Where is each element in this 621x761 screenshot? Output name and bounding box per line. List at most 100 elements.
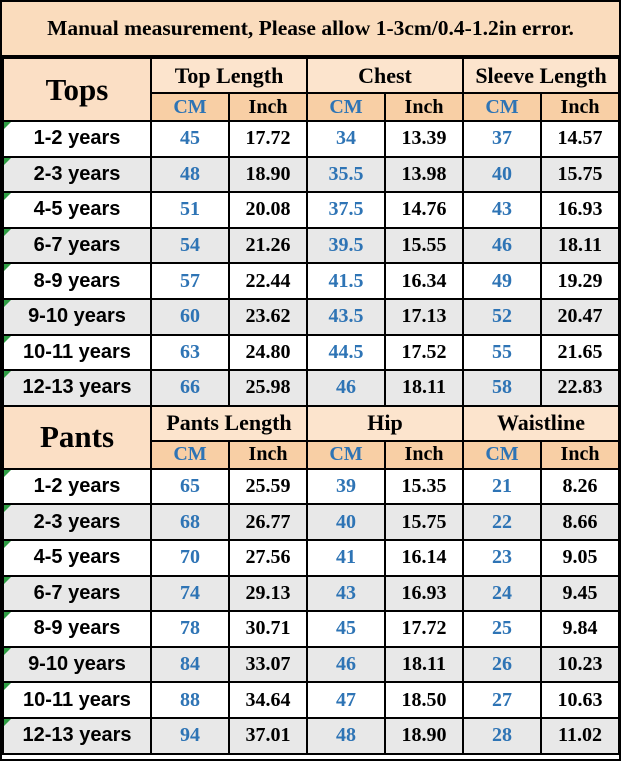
banner-note: Manual measurement, Please allow 1-3cm/0… <box>2 2 619 57</box>
inch-value-cell: 25.98 <box>228 369 308 407</box>
cell-corner-marker-icon <box>5 265 11 272</box>
cell-corner-marker-icon <box>5 372 11 379</box>
cell-corner-marker-icon <box>5 719 11 726</box>
inch-value-cell: 13.98 <box>384 155 464 194</box>
cm-value-cell: 52 <box>462 297 542 336</box>
inch-value-cell: 16.34 <box>384 262 464 300</box>
age-cell: 4-5 years <box>2 538 152 577</box>
cm-value-cell: 65 <box>150 467 230 506</box>
age-cell: 8-9 years <box>2 610 152 648</box>
inch-value-cell: 16.14 <box>384 538 464 577</box>
inch-value-cell: 19.29 <box>539 262 621 300</box>
inch-value-cell: 14.76 <box>384 191 464 229</box>
cm-value-cell: 58 <box>462 369 542 407</box>
unit-header-cell-inch: Inch <box>384 439 464 470</box>
table-row: 4-5 years 51 20.08 37.5 14.76 43 16.93 <box>2 191 621 229</box>
cell-corner-marker-icon <box>5 684 11 691</box>
table-row: 6-7 years 54 21.26 39.5 15.55 46 18.11 <box>2 226 621 265</box>
inch-value-cell: 16.93 <box>539 191 621 229</box>
unit-header-cell-cm: CM <box>306 439 386 470</box>
table-row: 2-3 years 48 18.90 35.5 13.98 40 15.75 <box>2 155 621 194</box>
inch-value-cell: 13.39 <box>384 120 464 158</box>
inch-value-cell: 27.56 <box>228 538 308 577</box>
cell-corner-marker-icon <box>5 122 11 129</box>
inch-value-cell: 14.57 <box>539 120 621 158</box>
cm-value-cell: 46 <box>306 369 386 407</box>
cm-value-cell: 39 <box>306 467 386 506</box>
inch-value-cell: 11.02 <box>539 716 621 755</box>
cm-value-cell: 43 <box>462 191 542 229</box>
size-table-body: Tops Top Length Chest Sleeve Length CM Inch CM… <box>2 57 621 755</box>
inch-value-cell: 17.72 <box>384 610 464 648</box>
cm-value-cell: 43 <box>306 574 386 613</box>
cm-value-cell: 84 <box>150 645 230 684</box>
inch-value-cell: 10.63 <box>539 681 621 719</box>
cm-value-cell: 39.5 <box>306 226 386 265</box>
unit-header-cell-cm: CM <box>462 439 542 470</box>
unit-header-cell-inch: Inch <box>384 92 464 122</box>
section-header-row: Tops Top Length Chest Sleeve Length <box>2 57 621 122</box>
age-label: 12-13 years <box>22 724 132 747</box>
inch-value-cell: 18.11 <box>384 369 464 407</box>
inch-value-cell: 17.72 <box>228 120 308 158</box>
table-row: 8-9 years 57 22.44 41.5 16.34 49 19.29 <box>2 262 621 300</box>
cm-value-cell: 46 <box>306 645 386 684</box>
age-label: 6-7 years <box>33 234 121 257</box>
cm-value-cell: 28 <box>462 716 542 755</box>
age-label: 1-2 years <box>33 475 121 498</box>
inch-value-cell: 15.35 <box>384 467 464 506</box>
table-row: 4-5 years 70 27.56 41 16.14 23 9.05 <box>2 538 621 577</box>
cm-value-cell: 45 <box>150 120 230 158</box>
age-label: 2-3 years <box>33 162 121 185</box>
unit-header-row: CM Inch CM Inch CM Inch <box>3 92 621 122</box>
section-header-row: Pants Pants Length Hip Waistline <box>2 404 621 470</box>
cell-corner-marker-icon <box>5 506 11 513</box>
group-header-cell: Waistline <box>461 404 621 442</box>
age-label: 2-3 years <box>33 510 121 533</box>
cell-corner-marker-icon <box>5 648 11 655</box>
cm-value-cell: 40 <box>306 503 386 541</box>
inch-value-cell: 21.65 <box>539 333 621 372</box>
age-cell: 1-2 years <box>2 467 152 506</box>
cm-value-cell: 48 <box>306 716 386 755</box>
age-cell: 12-13 years <box>2 369 152 407</box>
inch-value-cell: 18.90 <box>384 716 464 755</box>
age-label: 9-10 years <box>28 653 126 676</box>
inch-value-cell: 20.08 <box>228 191 308 229</box>
cm-value-cell: 22 <box>462 503 542 541</box>
inch-value-cell: 9.05 <box>539 538 621 577</box>
age-label: 4-5 years <box>33 198 121 221</box>
age-label: 6-7 years <box>33 581 121 604</box>
unit-header-cell-cm: CM <box>306 92 386 122</box>
inch-value-cell: 15.75 <box>384 503 464 541</box>
cm-value-cell: 25 <box>462 610 542 648</box>
inch-value-cell: 37.01 <box>228 716 308 755</box>
cm-value-cell: 45 <box>306 610 386 648</box>
cm-value-cell: 63 <box>150 333 230 372</box>
cm-value-cell: 88 <box>150 681 230 719</box>
unit-header-cell-cm: CM <box>150 439 230 470</box>
age-label: 4-5 years <box>33 546 121 569</box>
inch-value-cell: 18.11 <box>384 645 464 684</box>
age-cell: 4-5 years <box>2 191 152 229</box>
cell-corner-marker-icon <box>5 300 11 307</box>
group-header-cell: Pants Length <box>150 404 308 442</box>
age-cell: 6-7 years <box>2 574 152 613</box>
inch-value-cell: 9.84 <box>539 610 621 648</box>
group-header-cell: Chest <box>306 57 464 94</box>
inch-value-cell: 30.71 <box>228 610 308 648</box>
table-row: 9-10 years 84 33.07 46 18.11 26 10.23 <box>2 645 621 684</box>
inch-value-cell: 15.55 <box>384 226 464 265</box>
cell-corner-marker-icon <box>5 541 11 548</box>
size-table: Tops Top Length Chest Sleeve Length CM Inch CM… <box>2 57 621 755</box>
cm-value-cell: 23 <box>462 538 542 577</box>
cm-value-cell: 66 <box>150 369 230 407</box>
inch-value-cell: 8.66 <box>539 503 621 541</box>
inch-value-cell: 24.80 <box>228 333 308 372</box>
table-row: 12-13 years 66 25.98 46 18.11 58 22.83 <box>2 369 621 407</box>
age-cell: 9-10 years <box>2 645 152 684</box>
inch-value-cell: 18.11 <box>539 226 621 265</box>
table-row: 8-9 years 78 30.71 45 17.72 25 9.84 <box>2 610 621 648</box>
table-row: 6-7 years 74 29.13 43 16.93 24 9.45 <box>2 574 621 613</box>
